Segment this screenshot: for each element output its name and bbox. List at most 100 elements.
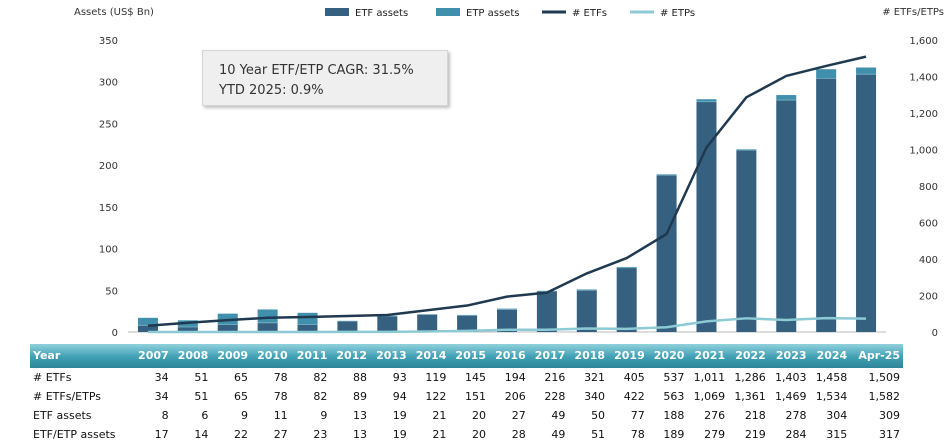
table-cell: 82 — [313, 371, 328, 384]
table-cell: 317 — [879, 428, 900, 441]
table-header-year-col: 2017 — [528, 344, 569, 368]
table-cell: 1,286 — [734, 371, 766, 384]
table-cell: 23 — [313, 428, 328, 441]
table-cell: 228 — [544, 390, 566, 403]
table-cell: 9 — [320, 409, 328, 422]
table-cell: 219 — [744, 428, 766, 441]
table-cell: 19 — [392, 428, 407, 441]
left-axis-tick: 300 — [99, 78, 118, 89]
bar-etf-assets — [177, 326, 198, 332]
legend: ETF assets ETP assets # ETFs # ETPs — [325, 8, 695, 19]
table-cell: 1,011 — [693, 371, 726, 384]
table-cell: 78 — [273, 390, 288, 403]
line-num-etfs — [147, 55, 867, 328]
table-cell: 77 — [630, 409, 645, 422]
table-cell: 276 — [704, 409, 726, 422]
bar-etf-assets — [257, 322, 278, 332]
right-axis-tick: 0 — [932, 328, 938, 339]
bar-etf-assets — [816, 78, 837, 333]
right-axis-tick: 200 — [919, 292, 938, 303]
bar-etf-assets — [377, 316, 398, 332]
table-row-label: # ETFs/ETPs — [33, 390, 101, 403]
bar-etf-assets — [217, 324, 238, 332]
bar-etp-assets — [257, 309, 278, 323]
table-cell: 93 — [392, 371, 407, 384]
table-row: # ETFs 34 51 65 78 82 88 93 119 145 194 216 321 405 53… — [30, 368, 903, 387]
table-cell: 82 — [313, 390, 328, 403]
line-num-etps — [147, 316, 867, 334]
right-axis-tick: 1,400 — [909, 73, 938, 84]
table-cell: 1,458 — [815, 371, 848, 384]
table-header-year-col: 2011 — [290, 344, 331, 368]
table-cell: 315 — [826, 428, 848, 441]
table-cell: 49 — [551, 409, 566, 422]
table-cell: 206 — [504, 390, 526, 403]
table-header-year-col: 2008 — [171, 344, 212, 368]
table-cell: 537 — [663, 371, 685, 384]
bar-etf-assets — [776, 100, 797, 332]
bar-etp-assets — [297, 312, 318, 325]
table-cell: 122 — [425, 390, 447, 403]
left-axis-tick: 0 — [112, 328, 118, 339]
table-cell: 27 — [273, 428, 288, 441]
table-cell: 11 — [273, 409, 288, 422]
table-cell: 119 — [425, 371, 447, 384]
table-cell: 13 — [353, 409, 368, 422]
bar-etp-assets — [616, 266, 637, 268]
table-header-row: Year 2007 2008 2009 2010 2011 2012 2013 2014 201… — [30, 344, 903, 368]
table-header-year-col: 2013 — [370, 344, 410, 368]
table-cell: 284 — [785, 428, 807, 441]
table-cell: 17 — [154, 428, 169, 441]
bar-etf-assets — [616, 267, 637, 332]
bar-etp-assets — [816, 69, 837, 79]
bar-etf-assets — [337, 321, 358, 332]
table-header-year-col: 2009 — [211, 344, 252, 368]
left-axis-label: Assets (US$ Bn) — [74, 7, 154, 18]
bar-etp-assets — [856, 67, 877, 75]
bar-etf-assets — [497, 309, 517, 332]
table-cell: 50 — [591, 409, 606, 422]
left-axis: 0 50 100 150 200 250 300 350 — [99, 36, 118, 339]
table-cell: 6 — [201, 409, 209, 422]
etf-assets-chart: 0 50 100 150 200 250 300 350 0 200 400 600 800 1,000… — [74, 7, 944, 339]
bar-etf-assets — [736, 150, 757, 332]
table-cell: 278 — [785, 409, 807, 422]
table-cell: 20 — [472, 409, 487, 422]
table-cell: 194 — [504, 371, 526, 384]
cagr-ytd: YTD 2025: 0.9% — [219, 83, 324, 98]
bar-etf-assets — [656, 175, 677, 332]
table-header-year-col: 2024 — [809, 344, 851, 368]
table-cell: 49 — [551, 428, 566, 441]
table-cell: 188 — [663, 409, 685, 422]
table-header-year-col: 2022 — [728, 344, 769, 368]
legend-label-0: ETF assets — [355, 8, 408, 19]
left-axis-tick: 150 — [99, 203, 118, 214]
table-cell: 1,361 — [734, 390, 766, 403]
table-cell: 65 — [234, 371, 249, 384]
table-cell: 34 — [154, 390, 169, 403]
legend-swatch-1 — [436, 8, 460, 16]
table-cell: 27 — [511, 409, 526, 422]
table-cell: 279 — [704, 428, 726, 441]
table-cell: 151 — [465, 390, 487, 403]
table-cell: 145 — [465, 371, 487, 384]
bar-etp-assets — [696, 99, 717, 102]
right-axis-tick: 1,200 — [909, 109, 938, 120]
bar-etf-assets — [856, 74, 877, 332]
table-cell: 21 — [432, 409, 447, 422]
table-cell: 22 — [234, 428, 249, 441]
table-cell: 88 — [353, 371, 368, 384]
cagr-10-year: 10 Year ETF/ETP CAGR: 31.5% — [219, 63, 414, 78]
right-axis-tick: 1,600 — [909, 36, 938, 47]
table-row: # ETFs/ETPs 34 51 65 78 82 89 94 122 151 206 228 340… — [30, 387, 903, 406]
bar-etf-assets — [696, 101, 717, 332]
bar-etf-assets — [457, 315, 478, 332]
bar-etf-assets — [536, 291, 557, 332]
table-row-label: # ETFs — [33, 371, 72, 384]
legend-label-2: # ETFs — [572, 8, 607, 19]
bar-etp-assets — [497, 308, 517, 310]
legend-label-1: ETP assets — [466, 8, 519, 19]
bar-etp-assets — [137, 317, 158, 326]
right-axis-tick: 600 — [919, 219, 938, 230]
bar-etp-assets — [656, 174, 677, 176]
